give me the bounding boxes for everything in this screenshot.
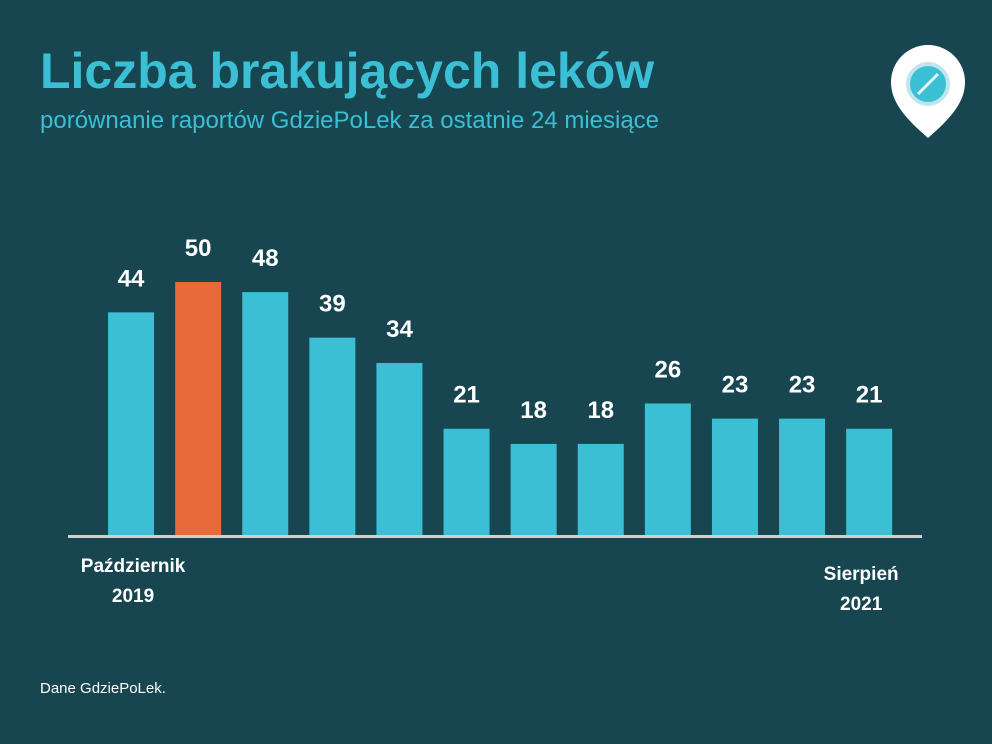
bar — [108, 312, 155, 535]
bar — [779, 418, 826, 535]
logo-pin — [891, 45, 965, 138]
value-label: 21 — [856, 382, 883, 409]
bar — [711, 418, 758, 535]
value-label: 18 — [587, 397, 614, 424]
bar — [443, 428, 490, 535]
x-tick-label: Sierpień 2021 — [823, 564, 899, 615]
bar — [376, 362, 423, 535]
value-label: 26 — [654, 356, 681, 383]
value-label: 21 — [453, 382, 480, 409]
value-label: 39 — [319, 291, 346, 318]
chart-title: Liczba brakujących leków — [40, 43, 654, 99]
bar — [309, 337, 356, 535]
chart-subtitle: porównanie raportów GdziePoLek za ostatn… — [40, 107, 659, 134]
source-note: Dane GdziePoLek. — [40, 680, 166, 697]
bar — [242, 292, 289, 535]
value-label: 23 — [789, 372, 816, 399]
bar — [175, 282, 222, 535]
value-label: 23 — [722, 372, 749, 399]
bar — [644, 403, 691, 535]
bar — [577, 443, 624, 535]
value-label: 48 — [252, 245, 279, 272]
bar — [510, 443, 557, 535]
value-label: 50 — [185, 235, 212, 262]
value-label: 34 — [386, 316, 413, 343]
value-label: 44 — [118, 265, 145, 292]
x-tick-label: Październik 2019 — [80, 556, 186, 607]
value-label: 18 — [520, 397, 547, 424]
bar — [846, 428, 893, 535]
